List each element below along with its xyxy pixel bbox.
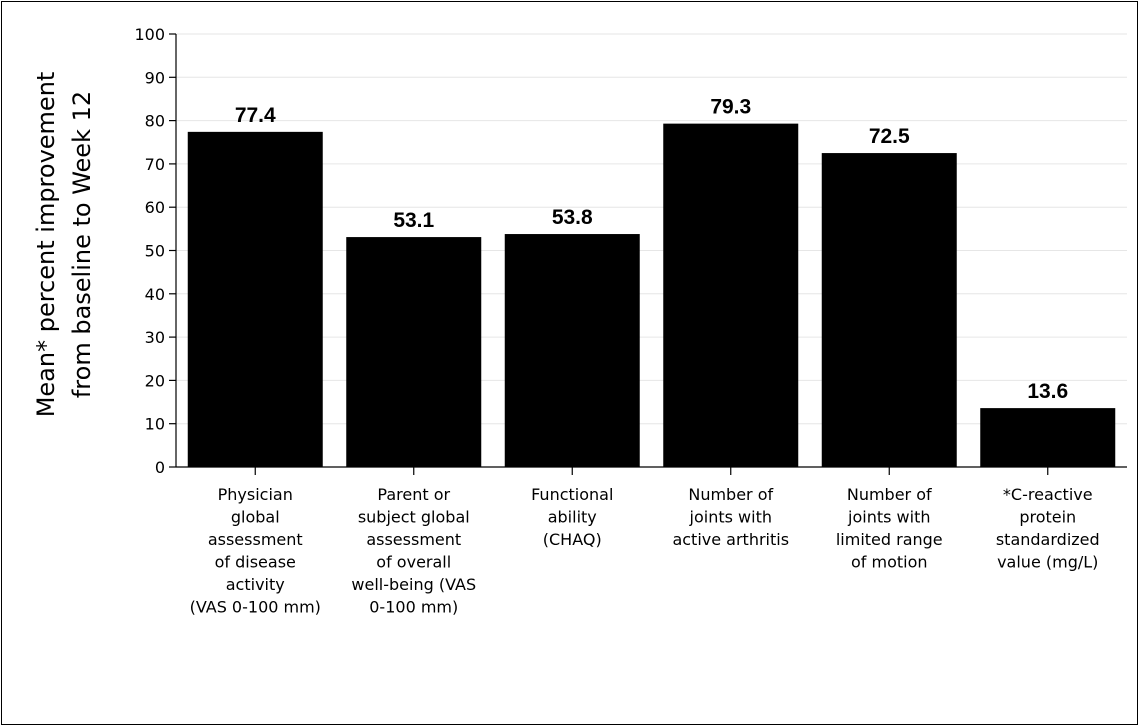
x-category-label: Parent or subject global assessment of over… — [351, 485, 476, 617]
x-category-label: Number of joints with limited range of moti… — [836, 485, 943, 572]
bar — [187, 131, 323, 467]
x-category-label-line: 0-100 mm) — [369, 598, 458, 617]
x-category-label: Physician global assessment of disease activ… — [190, 485, 321, 617]
x-category-label-line: assessment — [366, 530, 461, 549]
y-tick-label: 60 — [145, 198, 165, 217]
x-category-label-line: joints with — [847, 508, 930, 527]
x-category-label-line: assessment — [208, 530, 303, 549]
x-category-label-line: active arthritis — [672, 530, 789, 549]
y-tick-label: 20 — [145, 371, 165, 390]
bar-value-label: 77.4 — [235, 104, 276, 127]
y-tick-label: 50 — [145, 242, 165, 261]
y-tick-label: 70 — [145, 155, 165, 174]
x-category-label-line: activity — [226, 575, 285, 594]
y-tick-label: 30 — [145, 328, 165, 347]
x-category-label-line: well-being (VAS — [351, 575, 476, 594]
x-category-label: *C-reactive protein standardized value (mg/… — [996, 485, 1100, 572]
x-category-label-line: protein — [1019, 508, 1076, 527]
x-category-label-line: Number of — [688, 485, 773, 504]
x-category-label-line: ability — [548, 508, 597, 527]
x-category-label-line: limited range — [836, 530, 943, 549]
bar — [663, 123, 799, 468]
y-tick-label: 90 — [145, 68, 165, 87]
x-category-label-line: Number of — [847, 485, 932, 504]
y-axis-title-line: Mean* percent improvement — [32, 72, 60, 418]
y-axis-title-line: from baseline to Week 12 — [68, 91, 96, 398]
x-category-label-line: *C-reactive — [1003, 485, 1093, 504]
bar-value-label: 13.6 — [1027, 380, 1068, 403]
x-category-label-line: global — [231, 508, 280, 527]
bar — [821, 153, 957, 467]
x-category-label-line: standardized — [996, 530, 1100, 549]
x-category-label-line: of overall — [376, 553, 451, 572]
x-category-label-line: Parent or — [377, 485, 450, 504]
x-category-label: Number of joints with active arthritis — [672, 485, 789, 549]
y-tick-label: 100 — [134, 25, 165, 44]
y-tick-label: 0 — [155, 458, 165, 477]
y-tick-label: 40 — [145, 285, 165, 304]
bar-value-label: 53.1 — [393, 209, 434, 232]
x-category-label-line: (CHAQ) — [543, 530, 602, 549]
bar — [980, 408, 1116, 467]
bar-value-label: 79.3 — [710, 96, 751, 119]
x-category-label-line: Functional — [531, 485, 613, 504]
x-category-label-line: (VAS 0-100 mm) — [190, 598, 321, 617]
bar-value-label: 53.8 — [552, 206, 593, 229]
x-category-label-line: of disease — [215, 553, 296, 572]
bar — [504, 234, 640, 467]
bar — [346, 237, 482, 467]
x-category-label-line: Physician — [218, 485, 293, 504]
y-tick-label: 80 — [145, 112, 165, 131]
y-tick-label: 10 — [145, 415, 165, 434]
bar-value-label: 72.5 — [869, 125, 910, 148]
x-category-label-line: joints with — [689, 508, 772, 527]
x-category-label-line: subject global — [358, 508, 470, 527]
x-category-label-line: of motion — [851, 553, 928, 572]
x-category-label: Functional ability (CHAQ) — [531, 485, 613, 549]
x-category-label-line: value (mg/L) — [997, 553, 1098, 572]
